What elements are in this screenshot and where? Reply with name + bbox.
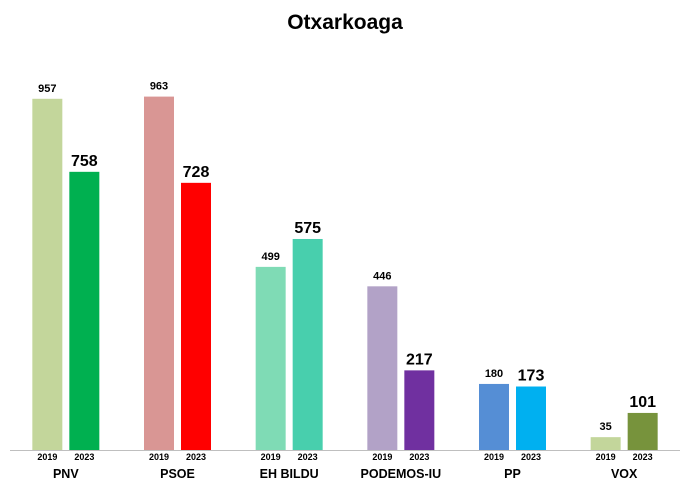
data-label-podemos-iu-2023: 217 — [406, 351, 433, 368]
year-label-podemos-iu-2019: 2019 — [372, 452, 392, 462]
year-label-eh-bildu-2019: 2019 — [261, 452, 281, 462]
bar-psoe-2023 — [181, 182, 211, 450]
data-label-eh-bildu-2023: 575 — [294, 220, 321, 237]
category-label-pnv: PNV — [53, 467, 79, 481]
chart-title: Otxarkoaga — [287, 11, 403, 34]
year-label-psoe-2019: 2019 — [149, 452, 169, 462]
data-label-pp-2019: 180 — [485, 368, 503, 380]
data-label-psoe-2023: 728 — [183, 164, 210, 181]
bar-psoe-2019 — [144, 96, 174, 450]
data-label-eh-bildu-2019: 499 — [261, 251, 279, 263]
data-label-vox-2023: 101 — [629, 394, 656, 411]
data-label-pnv-2023: 758 — [71, 153, 98, 170]
year-label-pp-2023: 2023 — [521, 452, 541, 462]
bar-podemos-iu-2023 — [404, 370, 435, 450]
year-label-pnv-2019: 2019 — [37, 452, 57, 462]
year-label-pp-2019: 2019 — [484, 452, 504, 462]
year-label-eh-bildu-2023: 2023 — [298, 452, 318, 462]
bar-podemos-iu-2019 — [367, 286, 398, 450]
year-label-pnv-2023: 2023 — [74, 452, 94, 462]
data-label-podemos-iu-2019: 446 — [373, 270, 391, 282]
labels-group: 957 2019 758 2023 PNV 963 2019 728 2023 PSOE 499 20… — [37, 81, 656, 481]
category-label-podemos-iu: PODEMOS-IU — [361, 467, 442, 481]
category-label-vox: VOX — [611, 467, 638, 481]
year-label-vox-2023: 2023 — [633, 452, 653, 462]
bar-pnv-2023 — [69, 171, 100, 450]
bar-eh-bildu-2019 — [255, 266, 286, 450]
data-label-psoe-2019: 963 — [150, 81, 168, 93]
bar-eh-bildu-2023 — [292, 238, 323, 450]
bar-pnv-2019 — [32, 98, 63, 450]
category-label-eh-bildu: EH BILDU — [260, 467, 319, 481]
year-label-vox-2019: 2019 — [596, 452, 616, 462]
data-label-vox-2019: 35 — [600, 421, 612, 433]
data-label-pnv-2019: 957 — [38, 83, 56, 95]
category-label-psoe: PSOE — [160, 467, 195, 481]
bars-group — [32, 96, 658, 450]
category-label-pp: PP — [504, 467, 521, 481]
bar-pp-2023 — [516, 386, 546, 450]
bar-vox-2023 — [627, 412, 658, 450]
bar-vox-2019 — [590, 437, 621, 450]
data-label-pp-2023: 173 — [518, 368, 545, 385]
year-label-psoe-2023: 2023 — [186, 452, 206, 462]
year-label-podemos-iu-2023: 2023 — [409, 452, 429, 462]
bar-pp-2019 — [479, 383, 509, 450]
